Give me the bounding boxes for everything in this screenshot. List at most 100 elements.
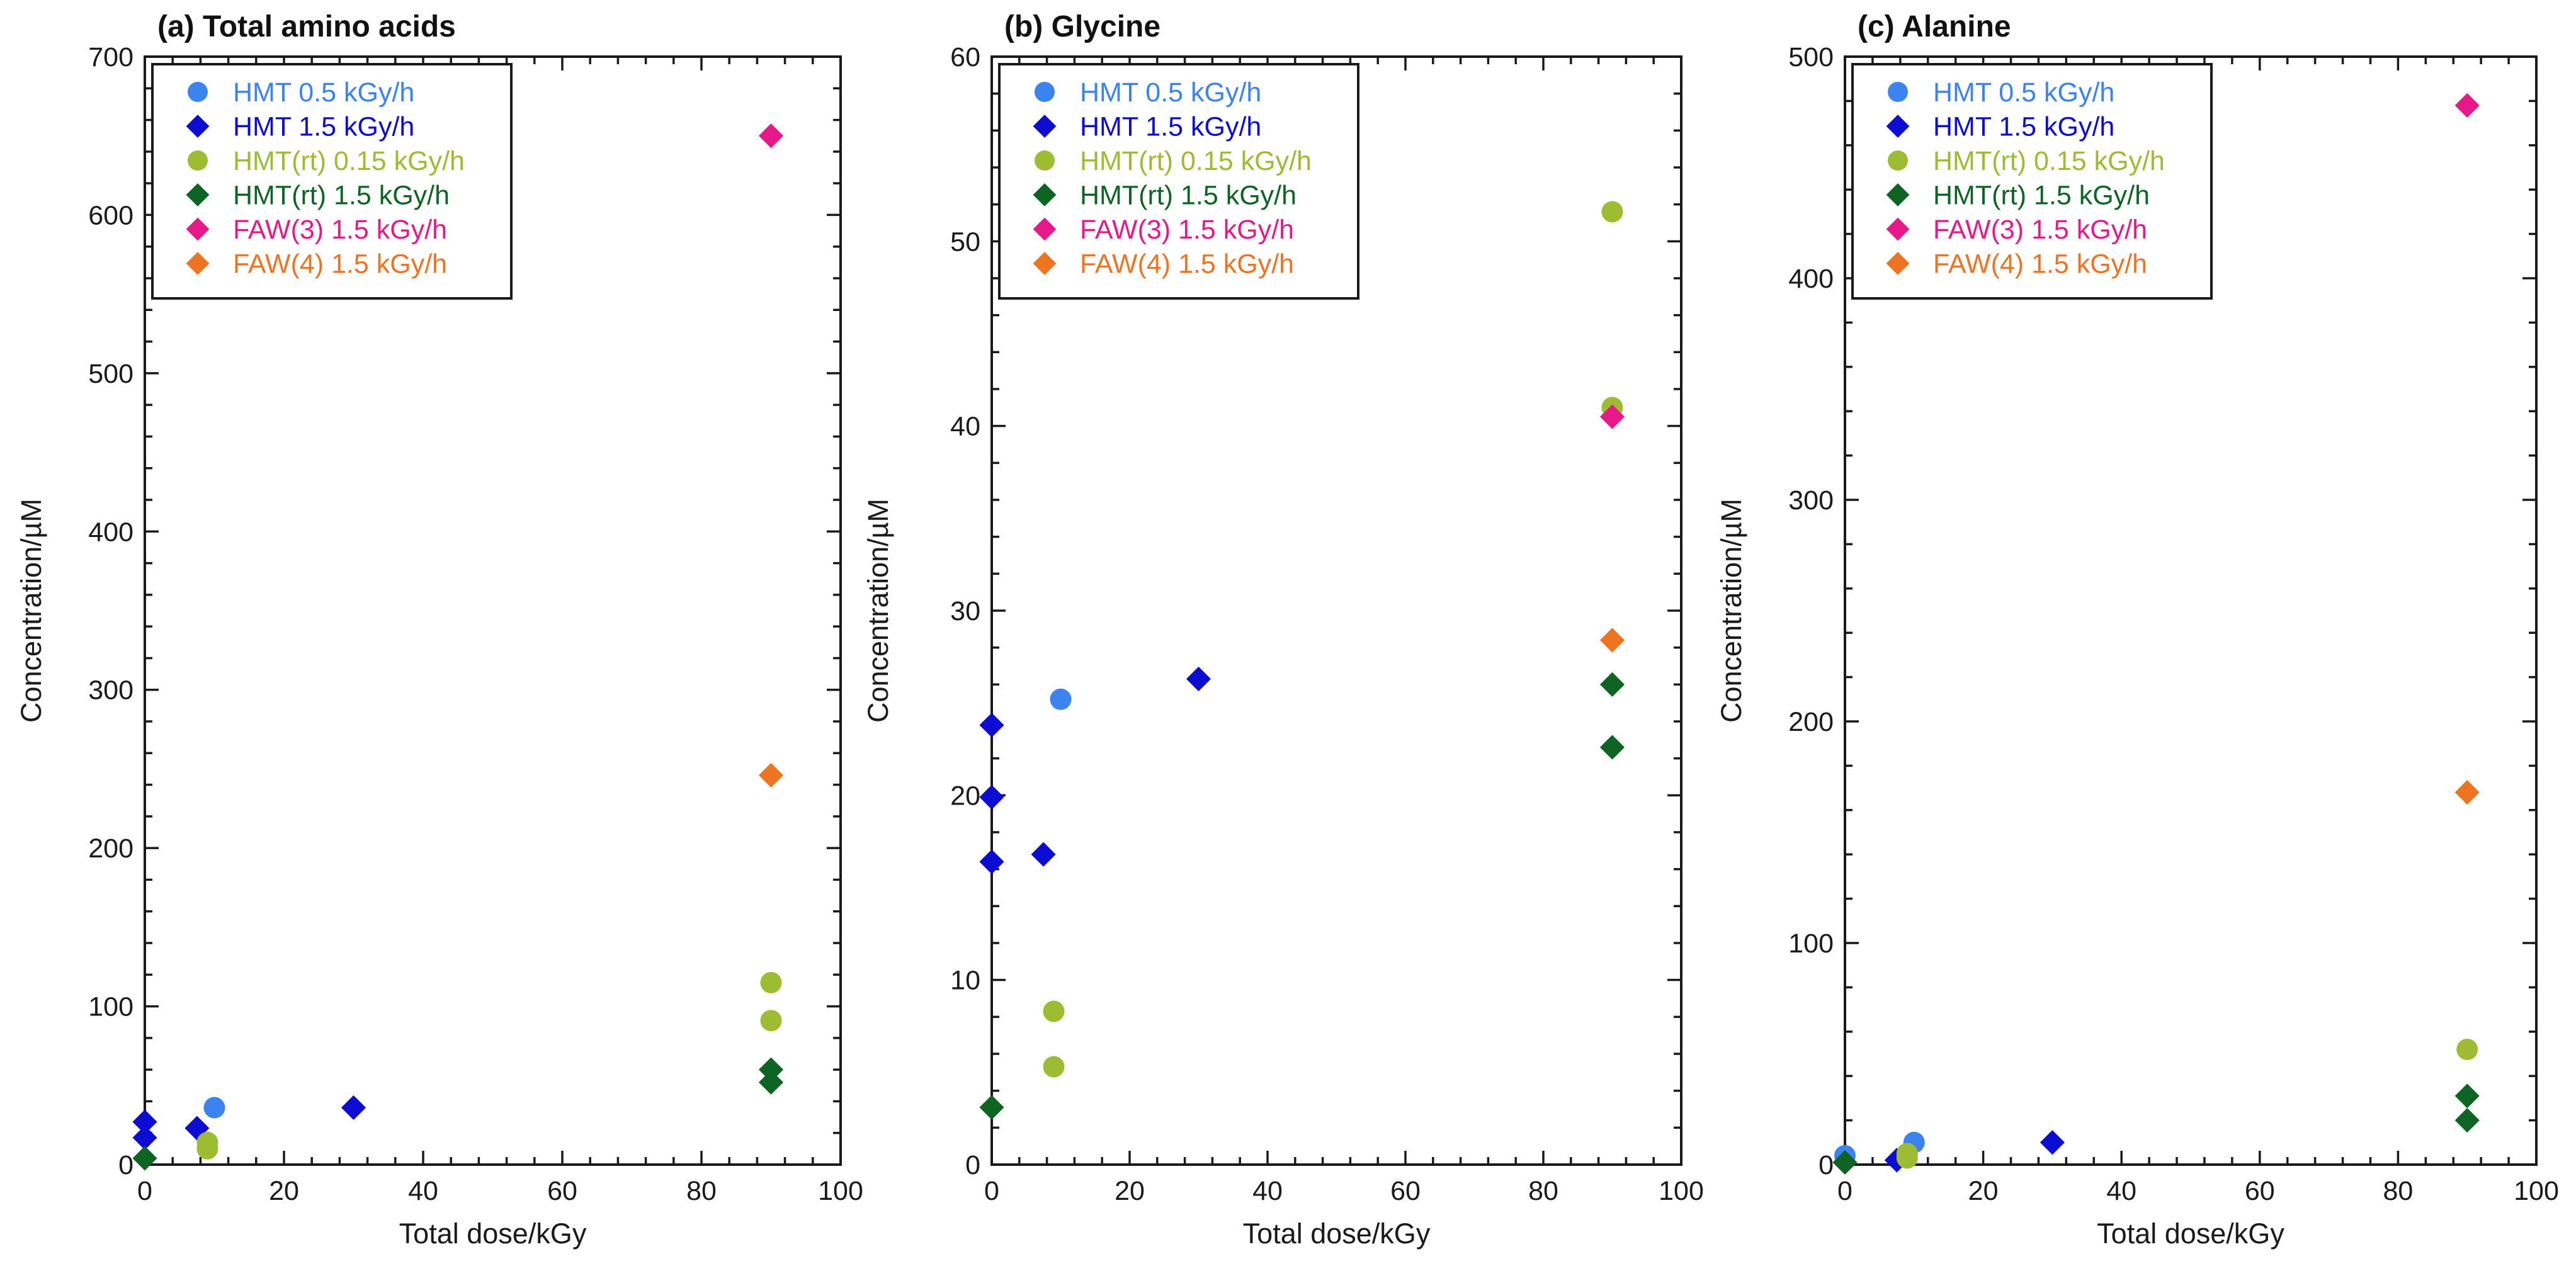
legend-item-faw-4-1-5-kgy-h: FAW(4) 1.5 kGy/h	[186, 249, 447, 280]
data-point-hmt-rt-1-5-kgy-h	[1832, 1150, 1858, 1175]
y-tick-label: 10	[950, 966, 980, 996]
legend-item-faw-3-1-5-kgy-h: FAW(3) 1.5 kGy/h	[186, 215, 447, 245]
y-axis-label: Concentration/µM	[862, 499, 894, 723]
x-tick-label: 0	[137, 1176, 152, 1206]
data-point-hmt-1-5-kgy-h	[1031, 842, 1056, 867]
data-point-hmt-rt-1-5-kgy-h	[1599, 672, 1625, 697]
legend-marker	[186, 217, 210, 241]
legend-item-hmt-rt-1-5-kgy-h: HMT(rt) 1.5 kGy/h	[186, 181, 450, 211]
y-tick-label: 40	[950, 412, 980, 442]
legend-box	[998, 63, 1359, 300]
legend-label: HMT 1.5 kGy/h	[233, 112, 414, 142]
legend-label: HMT(rt) 1.5 kGy/h	[1933, 181, 2150, 211]
legend-item-hmt-rt-0-15-kgy-h: HMT(rt) 0.15 kGy/h	[188, 146, 465, 176]
x-tick-label: 80	[686, 1176, 717, 1206]
legend-item-hmt-0-5-kgy-h: HMT 0.5 kGy/h	[1035, 77, 1261, 108]
panel-glycine: 0 20 40 60 80 100 0 10 20 30 40 50 60 Total dose/kGy C…	[862, 10, 1704, 1250]
x-tick-label: 60	[1390, 1176, 1421, 1206]
legend-item-hmt-rt-0-15-kgy-h: HMT(rt) 0.15 kGy/h	[1035, 146, 1312, 176]
legend-item-hmt-1-5-kgy-h: HMT 1.5 kGy/h	[1886, 112, 2114, 142]
panel-total-amino-acids: 0 20 40 60 80 100 0 100 200 300 400 500 600 700 Total …	[15, 10, 863, 1250]
legend-item-hmt-1-5-kgy-h: HMT 1.5 kGy/h	[1033, 112, 1261, 142]
legend-label: HMT(rt) 0.15 kGy/h	[233, 146, 465, 176]
legend-item-faw-4-1-5-kgy-h: FAW(4) 1.5 kGy/h	[1033, 249, 1294, 280]
data-point-hmt-0-5-kgy-h	[203, 1097, 225, 1119]
legend-item-hmt-0-5-kgy-h: HMT 0.5 kGy/h	[1888, 77, 2114, 108]
x-tick-label: 40	[408, 1176, 438, 1206]
data-point-hmt-rt-0-15-kgy-h	[1043, 1056, 1065, 1078]
legend-marker	[188, 82, 208, 102]
data-point-hmt-1-5-kgy-h	[979, 784, 1004, 810]
y-tick-label: 0	[965, 1150, 980, 1180]
data-point-faw-3-1-5-kgy-h	[2454, 93, 2480, 118]
legend-label: FAW(4) 1.5 kGy/h	[1933, 249, 2147, 280]
x-axis-label: Total dose/kGy	[2097, 1217, 2284, 1250]
legend-label: HMT(rt) 0.15 kGy/h	[1080, 146, 1312, 176]
data-point-hmt-rt-0-15-kgy-h	[1601, 201, 1623, 223]
data-point-hmt-rt-1-5-kgy-h	[2454, 1108, 2480, 1133]
panel-title: (b) Glycine	[1004, 10, 1160, 43]
data-points	[1832, 93, 2480, 1175]
y-tick-label: 200	[1788, 707, 1834, 737]
data-point-faw-4-1-5-kgy-h	[1599, 628, 1625, 653]
legend-label: HMT 0.5 kGy/h	[233, 77, 414, 108]
x-tick-label: 20	[269, 1176, 299, 1206]
legend-marker	[1033, 115, 1057, 138]
legend-marker	[186, 115, 210, 138]
data-point-hmt-rt-1-5-kgy-h	[979, 1095, 1004, 1120]
y-tick-label: 300	[1788, 485, 1834, 516]
y-tick-label: 30	[950, 596, 980, 626]
x-tick-label: 40	[2106, 1176, 2136, 1206]
x-tick-label: 0	[1837, 1176, 1853, 1206]
legend-marker	[1886, 183, 1910, 206]
y-tick-label: 50	[950, 227, 980, 257]
data-point-hmt-1-5-kgy-h	[132, 1109, 157, 1134]
legend-marker	[186, 183, 210, 206]
legend-marker	[1033, 183, 1057, 206]
legend-label: HMT 1.5 kGy/h	[1080, 112, 1261, 142]
y-tick-label: 600	[88, 200, 133, 230]
y-tick-label: 100	[88, 992, 133, 1022]
x-tick-label: 20	[1115, 1176, 1145, 1206]
data-point-hmt-1-5-kgy-h	[341, 1095, 366, 1121]
data-point-hmt-1-5-kgy-h	[132, 1125, 157, 1150]
x-tick-label: 100	[1659, 1176, 1704, 1206]
legend-marker	[1033, 217, 1057, 241]
legend-label: HMT 1.5 kGy/h	[1933, 112, 2114, 142]
panel-title: (a) Total amino acids	[157, 10, 456, 43]
legend-marker	[1035, 150, 1055, 171]
y-tick-label: 400	[1788, 264, 1834, 294]
legend-box	[151, 63, 513, 300]
legend: HMT 0.5 kGy/h HMT 1.5 kGy/h HMT(rt) 0.15 k…	[1851, 63, 2213, 300]
legend-label: HMT(rt) 0.15 kGy/h	[1933, 146, 2165, 176]
data-point-hmt-1-5-kgy-h	[2040, 1130, 2065, 1155]
legend-item-faw-3-1-5-kgy-h: FAW(3) 1.5 kGy/h	[1886, 215, 2147, 245]
y-tick-label: 100	[1788, 929, 1834, 959]
legend-label: FAW(4) 1.5 kGy/h	[233, 249, 447, 280]
data-point-faw-3-1-5-kgy-h	[758, 123, 784, 149]
legend-label: FAW(3) 1.5 kGy/h	[1933, 215, 2147, 245]
legend-item-faw-3-1-5-kgy-h: FAW(3) 1.5 kGy/h	[1033, 215, 1294, 245]
y-tick-label: 500	[88, 359, 133, 389]
data-point-hmt-rt-1-5-kgy-h	[1599, 735, 1625, 760]
legend-marker	[1033, 252, 1057, 275]
legend-label: FAW(3) 1.5 kGy/h	[233, 215, 447, 245]
legend-marker	[1886, 115, 1910, 138]
data-point-hmt-rt-1-5-kgy-h	[2454, 1083, 2480, 1109]
legend-marker	[186, 252, 210, 275]
data-point-hmt-1-5-kgy-h	[979, 849, 1004, 874]
panel-title: (c) Alanine	[1858, 10, 2011, 43]
data-point-faw-4-1-5-kgy-h	[2454, 780, 2480, 805]
legend-label: FAW(3) 1.5 kGy/h	[1080, 215, 1294, 245]
data-points	[979, 201, 1625, 1120]
data-point-faw-4-1-5-kgy-h	[758, 762, 784, 788]
y-tick-label: 0	[1819, 1150, 1834, 1180]
data-point-hmt-rt-1-5-kgy-h	[132, 1146, 157, 1171]
x-tick-label: 100	[818, 1176, 863, 1206]
y-tick-label: 200	[88, 833, 133, 864]
panel-alanine: 0 20 40 60 80 100 0 100 200 300 400 500 Total dose/k…	[1715, 10, 2559, 1250]
y-tick-label: 300	[88, 675, 133, 706]
x-tick-label: 80	[2383, 1176, 2413, 1206]
x-tick-label: 60	[547, 1176, 577, 1206]
legend-label: HMT 0.5 kGy/h	[1933, 77, 2114, 108]
